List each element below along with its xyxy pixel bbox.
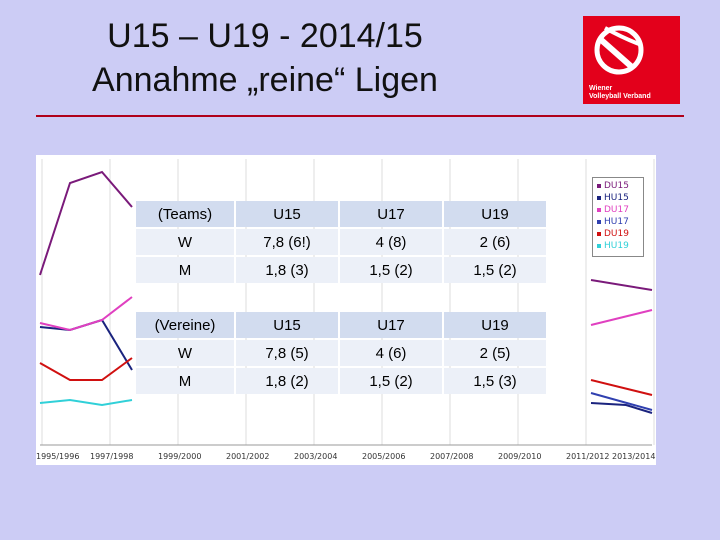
table-cell: 7,8 (5) bbox=[236, 340, 338, 366]
x-tick-label: 2003/2004 bbox=[294, 452, 338, 461]
table-cell: 1,5 (2) bbox=[340, 257, 442, 283]
table-cell: 1,5 (2) bbox=[340, 368, 442, 394]
x-tick-label: 2013/2014 bbox=[612, 452, 656, 461]
x-tick-label: 2001/2002 bbox=[226, 452, 270, 461]
teams-header-cell: U15 bbox=[236, 201, 338, 227]
table-row: M 1,8 (3) 1,5 (2) 1,5 (2) bbox=[136, 257, 546, 283]
series-line-hu15 bbox=[39, 318, 133, 371]
legend-item: DU17 bbox=[597, 205, 629, 215]
legend-label: DU17 bbox=[604, 205, 629, 215]
clubs-header-cell: U19 bbox=[444, 312, 546, 338]
table-row: M 1,8 (2) 1,5 (2) 1,5 (3) bbox=[136, 368, 546, 394]
table-cell: 4 (8) bbox=[340, 229, 442, 255]
teams-header-cell: U17 bbox=[340, 201, 442, 227]
clubs-table: (Vereine) U15 U17 U19 W 7,8 (5) 4 (6) 2 … bbox=[134, 310, 548, 396]
x-tick-label: 2007/2008 bbox=[430, 452, 474, 461]
legend-item: HU15 bbox=[597, 193, 629, 203]
clubs-table-header: (Vereine) U15 U17 U19 bbox=[136, 312, 546, 338]
legend-swatch bbox=[597, 243, 601, 248]
legend-label: DU19 bbox=[604, 229, 629, 239]
x-tick-label: 2009/2010 bbox=[498, 452, 542, 461]
series-line-du17 bbox=[39, 296, 133, 332]
logo-line-1: Wiener bbox=[589, 85, 613, 92]
table-row: W 7,8 (6!) 4 (8) 2 (6) bbox=[136, 229, 546, 255]
volleyball-logo-icon bbox=[594, 25, 644, 75]
table-cell: 2 (5) bbox=[444, 340, 546, 366]
table-cell: 2 (6) bbox=[444, 229, 546, 255]
chart-legend: DU15 HU15 DU17 HU17 DU19 HU19 bbox=[592, 177, 644, 257]
legend-swatch bbox=[597, 195, 601, 200]
legend-swatch bbox=[597, 219, 601, 224]
table-row: W 7,8 (5) 4 (6) 2 (5) bbox=[136, 340, 546, 366]
legend-swatch bbox=[597, 231, 601, 236]
table-cell: 1,5 (3) bbox=[444, 368, 546, 394]
legend-label: DU15 bbox=[604, 181, 629, 191]
table-cell: 7,8 (6!) bbox=[236, 229, 338, 255]
wvv-logo: Wiener Volleyball Verband bbox=[583, 16, 680, 104]
table-cell: 4 (6) bbox=[340, 340, 442, 366]
table-cell: M bbox=[136, 368, 234, 394]
clubs-header-cell: U15 bbox=[236, 312, 338, 338]
series-line-du15 bbox=[39, 170, 133, 276]
series-line-hu15 bbox=[590, 402, 653, 414]
table-cell: 1,8 (2) bbox=[236, 368, 338, 394]
x-tick-label: 2005/2006 bbox=[362, 452, 406, 461]
legend-swatch bbox=[597, 207, 601, 212]
clubs-header-cell: U17 bbox=[340, 312, 442, 338]
series-line-du17 bbox=[590, 309, 653, 326]
series-line-du15 bbox=[590, 279, 653, 291]
x-tick-label: 1999/2000 bbox=[158, 452, 202, 461]
table-cell: 1,8 (3) bbox=[236, 257, 338, 283]
table-cell: W bbox=[136, 229, 234, 255]
title-line-2: Annahme „reine“ Ligen bbox=[92, 61, 438, 99]
logo-line-2: Volleyball Verband bbox=[589, 93, 651, 100]
title-divider bbox=[36, 115, 684, 117]
teams-header-cell: U19 bbox=[444, 201, 546, 227]
clubs-header-cell: (Vereine) bbox=[136, 312, 234, 338]
series-line-du19 bbox=[39, 357, 133, 381]
legend-swatch bbox=[597, 183, 601, 188]
x-tick-label: 1997/1998 bbox=[90, 452, 134, 461]
slide-title: U15 – U19 - 2014/15 Annahme „reine“ Lige… bbox=[30, 14, 500, 102]
legend-label: HU17 bbox=[604, 217, 629, 227]
legend-item: HU19 bbox=[597, 241, 629, 251]
teams-header-cell: (Teams) bbox=[136, 201, 234, 227]
series-line-hu19 bbox=[39, 398, 133, 407]
legend-item: DU19 bbox=[597, 229, 629, 239]
series-line-du19 bbox=[590, 379, 653, 396]
legend-item: DU15 bbox=[597, 181, 629, 191]
logo-caption: Wiener Volleyball Verband bbox=[589, 85, 651, 101]
x-tick-label: 2011/2012 bbox=[566, 452, 610, 461]
table-cell: 1,5 (2) bbox=[444, 257, 546, 283]
legend-label: HU15 bbox=[604, 193, 629, 203]
teams-table: (Teams) U15 U17 U19 W 7,8 (6!) 4 (8) 2 (… bbox=[134, 199, 548, 285]
x-tick-label: 1995/1996 bbox=[36, 452, 80, 461]
chart-plot bbox=[39, 159, 655, 446]
teams-table-header: (Teams) U15 U17 U19 bbox=[136, 201, 546, 227]
table-cell: W bbox=[136, 340, 234, 366]
legend-label: HU19 bbox=[604, 241, 629, 251]
table-cell: M bbox=[136, 257, 234, 283]
title-line-1: U15 – U19 - 2014/15 bbox=[107, 17, 423, 55]
legend-item: HU17 bbox=[597, 217, 629, 227]
series-line-hu17 bbox=[590, 392, 653, 411]
